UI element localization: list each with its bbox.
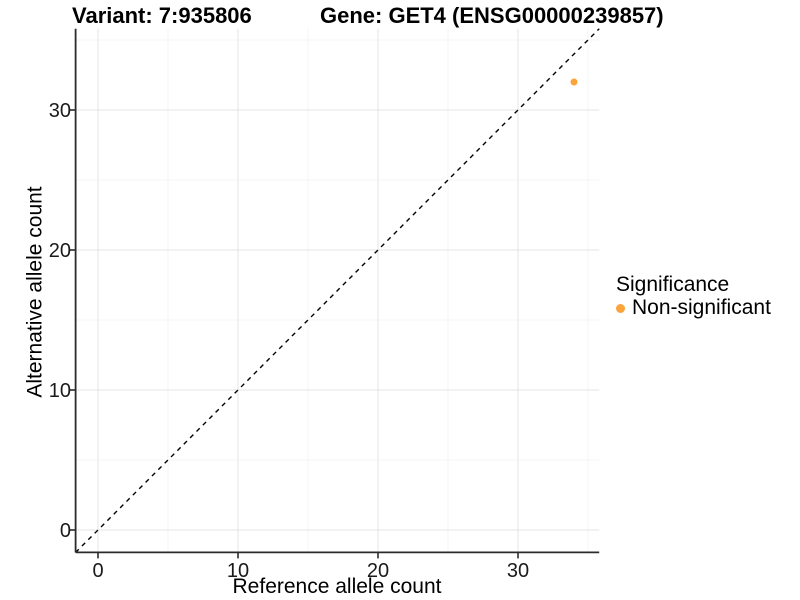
y-axis-title: Alternative allele count [23,186,47,398]
identity-line [75,28,600,553]
x-tick-label: 10 [227,560,249,582]
legend-point-icon [616,303,625,313]
data-point [570,78,578,86]
legend-item: Non-significant [616,296,771,319]
y-tick-label: 10 [49,380,71,402]
x-tick-label: 20 [367,560,389,582]
legend-title: Significance [616,273,730,296]
legend: Significance Non-significant [616,274,771,318]
x-tick-label: 30 [507,560,529,582]
y-tick-label: 0 [60,520,71,542]
x-axis-title: Reference allele count [232,575,442,598]
x-tick-label: 0 [92,560,103,582]
y-tick-label: 30 [49,100,71,122]
variant-title: Variant: 7:935806 [72,3,252,28]
legend-item-label: Non-significant [632,296,771,319]
gene-title: Gene: GET4 (ENSG00000239857) [320,3,664,28]
y-tick-label: 20 [49,240,71,262]
